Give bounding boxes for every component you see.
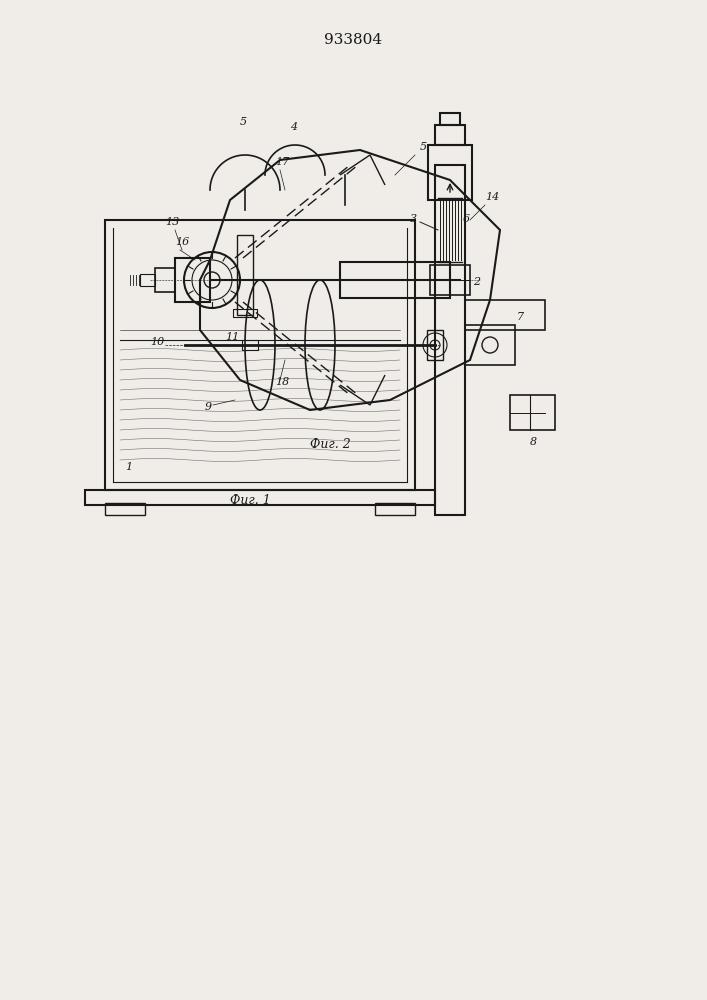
Bar <box>233 309 257 317</box>
Bar <box>435 125 465 145</box>
Text: 7: 7 <box>517 312 524 322</box>
Text: 11: 11 <box>225 332 239 342</box>
Bar <box>340 262 450 298</box>
Text: 2: 2 <box>473 277 480 287</box>
Bar <box>155 268 175 292</box>
Bar <box>242 340 258 350</box>
Text: 10: 10 <box>150 337 164 347</box>
Text: Фиг. 2: Фиг. 2 <box>310 438 351 452</box>
Bar <box>105 503 145 515</box>
Bar <box>427 330 443 360</box>
Bar <box>175 258 210 302</box>
Text: Фиг. 1: Фиг. 1 <box>230 493 270 506</box>
Text: 16: 16 <box>175 237 189 247</box>
Bar <box>430 265 470 295</box>
Bar <box>465 325 515 365</box>
Text: 933804: 933804 <box>324 33 382 47</box>
Text: 1: 1 <box>125 462 132 472</box>
Text: 8: 8 <box>530 437 537 447</box>
Bar <box>237 235 253 315</box>
Text: 14: 14 <box>485 192 499 202</box>
Text: 5: 5 <box>420 142 427 152</box>
Text: 17: 17 <box>275 157 289 167</box>
Bar <box>85 490 435 505</box>
Bar <box>435 165 465 515</box>
Text: 4: 4 <box>290 122 297 132</box>
Bar <box>465 300 545 330</box>
Bar <box>105 220 415 490</box>
Text: 9: 9 <box>205 402 212 412</box>
Text: 3: 3 <box>410 214 417 224</box>
Text: 18: 18 <box>275 377 289 387</box>
Bar <box>440 113 460 125</box>
Bar <box>510 395 555 430</box>
Text: 13: 13 <box>165 217 180 227</box>
Bar <box>428 145 472 200</box>
Bar <box>140 274 155 286</box>
Text: 5: 5 <box>240 117 247 127</box>
Bar <box>375 503 415 515</box>
Text: 6: 6 <box>463 214 470 224</box>
